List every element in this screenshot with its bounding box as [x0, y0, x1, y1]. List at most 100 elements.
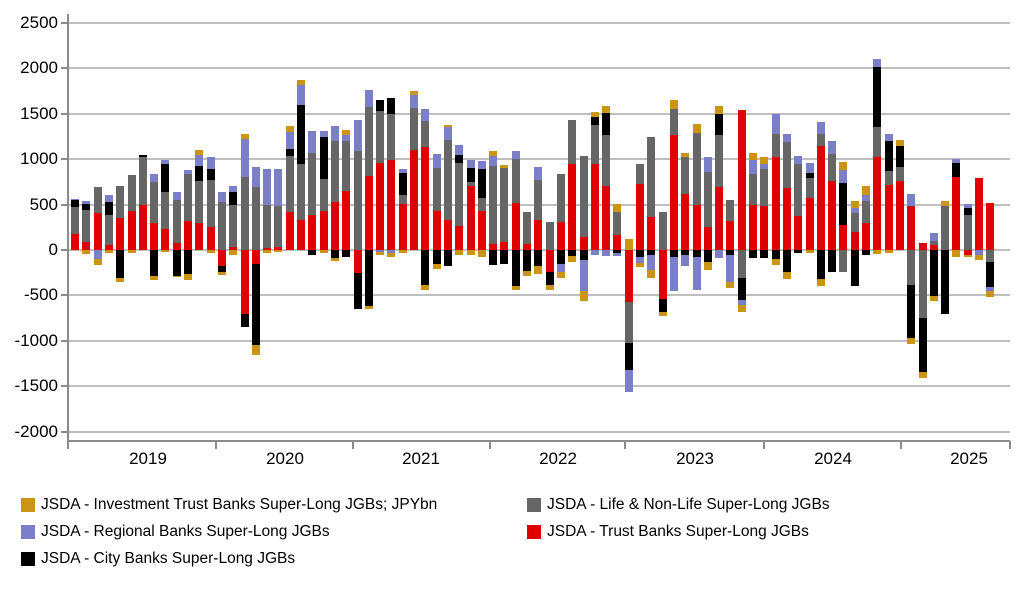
bar-segment-2022-05-regional — [534, 166, 543, 180]
bar-segment-2021-04-regional — [387, 250, 396, 254]
bar-segment-2022-03-city — [511, 250, 520, 287]
legend-swatch-investment-trust-icon — [21, 498, 35, 512]
bar-segment-2025-06-inv_trust — [952, 250, 961, 258]
bar-segment-2020-04-trust — [251, 250, 260, 264]
bar-segment-2019-03-life — [104, 215, 113, 245]
x-axis-tick-4 — [624, 441, 626, 449]
bar-segment-2024-01-life — [760, 169, 769, 207]
bar-segment-2020-10-city — [319, 137, 328, 180]
bar-segment-2019-06-trust — [138, 205, 147, 250]
y-axis-label-2000: 2000 — [20, 58, 58, 78]
bar-segment-2025-05-city — [941, 250, 950, 314]
bar-segment-2024-03-trust — [782, 187, 791, 250]
bar-segment-2021-10-trust — [455, 226, 464, 250]
bar-segment-2021-08-regional — [432, 154, 441, 168]
bar-segment-2025-06-trust — [952, 177, 961, 250]
bar-segment-2022-09-regional — [579, 259, 588, 291]
bar-segment-2022-10-inv_trust — [590, 111, 599, 118]
bar-segment-2022-10-life — [590, 124, 599, 164]
bar-segment-2022-07-trust — [556, 221, 565, 250]
bar-segment-2023-08-city — [703, 250, 712, 263]
y-axis-tick--500 — [61, 294, 68, 297]
bar-segment-2019-05-life — [127, 175, 136, 211]
bar-segment-2023-10-inv_trust — [726, 281, 735, 289]
bar-segment-2021-12-city — [477, 169, 486, 199]
bar-segment-2021-05-life — [398, 195, 407, 204]
bar-segment-2019-06-life — [138, 157, 147, 206]
bar-segment-2020-05-trust — [263, 248, 272, 250]
legend-label-city-banks: JSDA - City Banks Super-Long JGBs — [41, 550, 296, 567]
bar-segment-2024-05-trust — [805, 197, 814, 250]
bar-segment-2023-02-inv_trust — [636, 262, 644, 267]
bar-segment-2023-06-trust — [681, 193, 690, 250]
bar-segment-2024-11-life — [873, 127, 882, 158]
bar-segment-2021-04-inv_trust — [387, 253, 396, 258]
bar-segment-2024-06-trust — [816, 145, 825, 250]
bar-segment-2024-07-life — [828, 154, 837, 181]
bar-segment-2019-08-inv_trust — [161, 250, 170, 253]
bar-segment-2018-12-trust — [71, 234, 79, 250]
y-axis-tick-0 — [61, 249, 68, 251]
bar-segment-2024-12-regional — [884, 134, 893, 141]
bar-segment-2025-08-trust — [975, 178, 983, 250]
gridline-1500 — [68, 112, 1010, 115]
bar-segment-2022-03-inv_trust — [511, 286, 520, 291]
y-axis-label-2500: 2500 — [20, 12, 58, 32]
bar-segment-2024-12-city — [884, 140, 893, 171]
bar-segment-2022-12-regional — [613, 252, 622, 256]
bar-segment-2020-11-inv_trust — [330, 258, 339, 261]
bar-segment-2023-03-life — [647, 136, 656, 218]
bar-segment-2025-09-life — [986, 250, 995, 262]
bar-segment-2025-03-inv_trust — [918, 371, 927, 379]
bar-segment-2024-12-trust — [884, 184, 893, 250]
bar-segment-2021-04-life — [387, 113, 396, 160]
bar-segment-2023-02-trust — [636, 183, 644, 250]
bar-segment-2024-09-life — [850, 213, 859, 232]
x-axis-label-2024: 2024 — [814, 449, 852, 468]
bar-segment-2022-06-trust — [545, 250, 554, 272]
bar-segment-2019-03-trust — [104, 244, 113, 250]
bar-segment-2024-01-inv_trust — [760, 157, 769, 165]
bar-segment-2018-12-regional — [71, 198, 79, 201]
bar-segment-2025-02-regional — [907, 194, 916, 207]
bar-segment-2025-03-life — [918, 250, 927, 319]
y-axis-label--2000: -2000 — [14, 421, 58, 441]
bar-segment-2022-11-regional — [602, 250, 611, 256]
bar-segment-2022-07-regional — [556, 263, 565, 273]
legend-item-trust-banks: JSDA - Trust Banks Super-Long JGBs — [527, 524, 809, 540]
bar-segment-2023-06-city — [681, 250, 690, 255]
x-axis-label-2019: 2019 — [129, 449, 167, 468]
bar-segment-2025-07-life — [963, 214, 972, 250]
bar-segment-2019-08-life — [161, 192, 170, 230]
bar-segment-2024-04-city — [794, 250, 803, 253]
bar-segment-2019-04-life — [116, 186, 125, 219]
bar-segment-2019-05-trust — [127, 210, 136, 250]
bar-segment-2023-01-life — [624, 301, 633, 344]
bar-segment-2022-01-regional — [489, 156, 498, 166]
bar-segment-2019-07-regional — [150, 173, 159, 182]
bar-segment-2021-03-regional — [376, 250, 385, 252]
bar-segment-2021-07-regional — [421, 108, 430, 121]
y-axis-tick-1000 — [61, 158, 68, 161]
bar-segment-2025-05-life — [941, 206, 950, 250]
bar-segment-2025-03-city — [918, 318, 927, 372]
bar-segment-2019-02-regional — [93, 250, 102, 260]
bar-segment-2019-11-city — [195, 165, 204, 181]
bar-segment-2024-05-city — [805, 172, 814, 178]
bar-segment-2022-05-city — [534, 250, 543, 267]
bar-segment-2021-08-life — [432, 167, 441, 212]
y-axis-tick--1500 — [61, 385, 68, 388]
y-axis-label-500: 500 — [29, 194, 58, 214]
bar-segment-2025-05-inv_trust — [941, 200, 950, 207]
bar-segment-2020-03-city — [240, 313, 249, 327]
y-axis-line — [67, 14, 69, 441]
x-axis-tick-5 — [763, 441, 765, 449]
bar-segment-2020-01-trust — [217, 250, 226, 267]
bar-segment-2024-12-life — [884, 170, 893, 185]
bar-segment-2022-06-inv_trust — [545, 284, 554, 291]
bar-segment-2023-08-regional — [703, 156, 712, 172]
bar-segment-2019-03-regional — [104, 194, 113, 202]
bar-segment-2024-07-city — [828, 250, 837, 272]
bar-segment-2024-04-trust — [794, 216, 803, 250]
bar-segment-2022-01-trust — [489, 244, 498, 250]
